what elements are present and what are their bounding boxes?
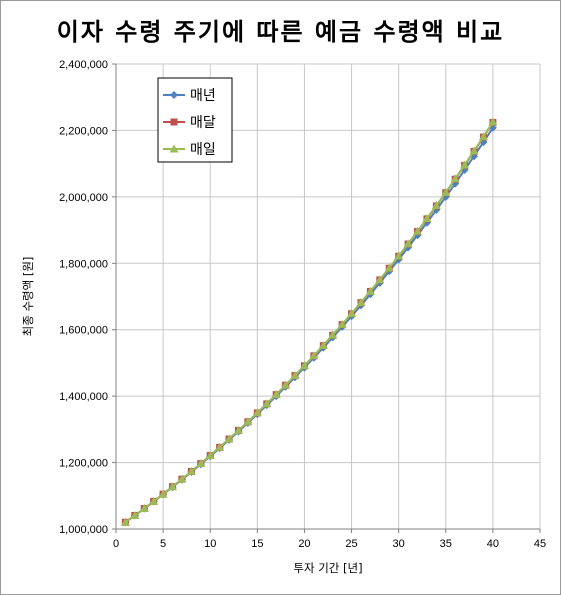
x-tick-label: 15 (251, 538, 263, 550)
series-1 (121, 123, 497, 527)
legend-label: 매일 (190, 142, 216, 158)
data-point (299, 361, 309, 370)
grid-lines (116, 63, 541, 529)
data-point (243, 417, 253, 426)
data-point (375, 275, 385, 284)
series-2 (121, 118, 497, 526)
data-point (460, 160, 470, 169)
legend-marker (169, 144, 179, 153)
legend-item: 매달 (163, 115, 216, 131)
y-tick-label: 1,000,000 (59, 524, 108, 536)
data-point (130, 510, 140, 519)
x-axis-label: 투자 기간 [년] (293, 561, 362, 575)
data-point (168, 482, 178, 491)
legend-marker (170, 91, 178, 99)
data-point (271, 390, 281, 399)
data-point (441, 187, 451, 196)
y-tick-label: 2,400,000 (59, 59, 108, 71)
y-tick-label: 2,200,000 (59, 125, 108, 137)
legend-label: 매달 (190, 115, 216, 131)
data-point (252, 408, 262, 417)
y-axis-label: 최종 수령액 [원] (21, 257, 35, 337)
data-point (384, 263, 394, 272)
data-point (469, 146, 479, 155)
data-point (224, 434, 234, 443)
y-tick-label: 1,800,000 (59, 258, 108, 270)
y-tick-label: 1,200,000 (59, 458, 108, 470)
y-tick-label: 2,000,000 (59, 192, 108, 204)
data-point (356, 297, 366, 306)
legend-label: 매년 (190, 88, 216, 104)
data-point (120, 517, 130, 526)
y-tick-label: 1,600,000 (59, 325, 108, 337)
legend-item: 매일 (163, 142, 216, 158)
series-line (124, 127, 494, 524)
data-point (233, 425, 243, 434)
data-point (365, 286, 375, 295)
y-tick-label: 1,400,000 (59, 391, 108, 403)
data-point (337, 319, 347, 328)
x-tick-label: 25 (345, 538, 357, 550)
data-point (158, 489, 168, 498)
x-tick-label: 20 (298, 538, 310, 550)
x-tick-label: 30 (393, 538, 405, 550)
legend-marker (170, 118, 178, 126)
data-point (186, 466, 196, 475)
x-tick-label: 45 (534, 538, 546, 550)
data-point (290, 370, 300, 379)
chart-title: 이자 수령 주기에 따른 예금 수령액 비교 (56, 18, 505, 46)
data-point (422, 214, 432, 223)
x-tick-label: 35 (440, 538, 452, 550)
x-tick-label: 40 (487, 538, 499, 550)
data-point (177, 474, 187, 483)
data-point (262, 399, 272, 408)
data-point (149, 496, 159, 505)
x-tick-label: 5 (160, 538, 166, 550)
data-point (450, 174, 460, 183)
data-point (394, 251, 404, 260)
tick-labels: 0 5 10 15 20 25 30 35 40 45 1,000,000 1,200,000 1,40… (59, 59, 546, 550)
data-point (196, 459, 206, 468)
x-tick-label: 10 (204, 538, 216, 550)
data-point (281, 380, 291, 389)
data-point (413, 226, 423, 235)
data-point (488, 117, 498, 126)
data-point (139, 503, 149, 512)
series-line (124, 121, 494, 524)
data-point (309, 351, 319, 360)
data-point (403, 239, 413, 248)
data-point (347, 309, 357, 318)
series-lines (120, 117, 498, 527)
data-point (215, 442, 225, 451)
data-point (205, 450, 215, 459)
data-point (478, 132, 488, 141)
x-tick-label: 0 (113, 538, 119, 550)
axes (112, 63, 541, 533)
data-point (431, 201, 441, 210)
data-point (318, 340, 328, 349)
data-point (328, 330, 338, 339)
legend-item: 매년 (163, 88, 216, 104)
series-3 (120, 117, 498, 526)
